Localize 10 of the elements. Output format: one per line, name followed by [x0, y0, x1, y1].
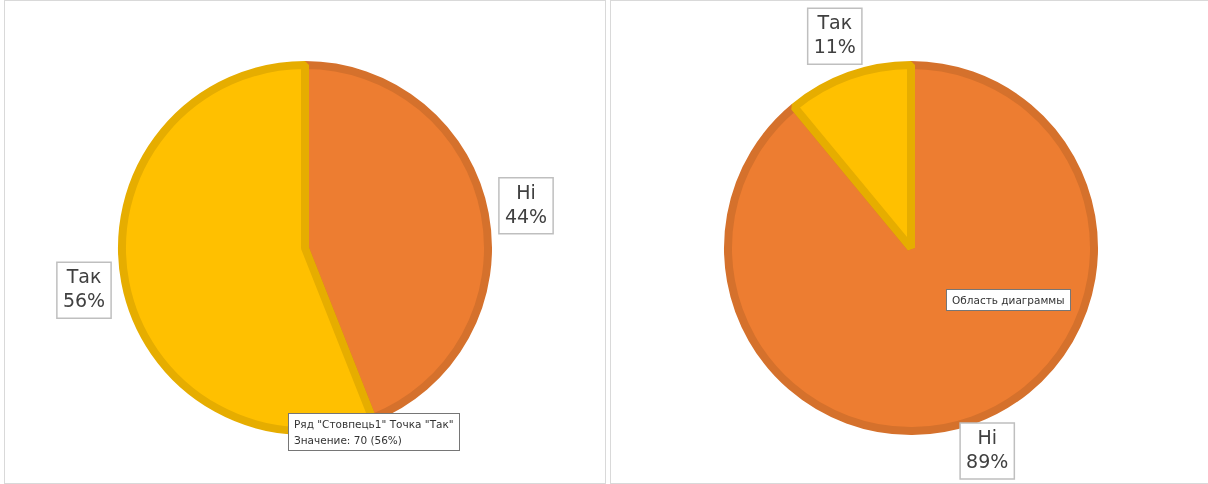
- data-label: 11%: [813, 35, 856, 58]
- text: Область диаграммы: [946, 289, 1071, 311]
- text: Ряд "Стовпець1" Точка "Так" Значение: 70 (56%): [288, 413, 460, 451]
- slice-label: Так: [65, 265, 102, 288]
- data-label: 89%: [966, 449, 1009, 472]
- slice-label: Ні: [977, 425, 998, 448]
- data-label: 44%: [504, 204, 548, 227]
- data-label: 56%: [62, 289, 106, 312]
- slice-label: Так: [816, 11, 853, 34]
- slice-label: Ні: [516, 180, 536, 203]
